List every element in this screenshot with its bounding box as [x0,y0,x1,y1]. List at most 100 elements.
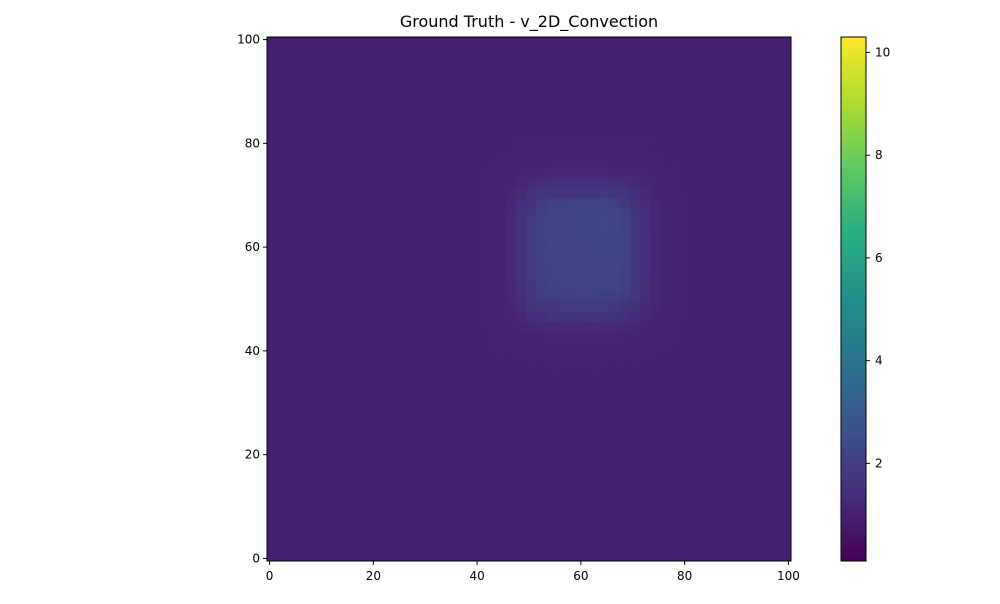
heatmap-cell [516,550,527,562]
heatmap-cell [433,62,444,74]
heatmap-cell [713,332,724,344]
heatmap-cell [318,135,330,147]
heatmap-cell [650,94,662,105]
heatmap-cell [619,135,631,147]
heatmap-cell [557,52,569,64]
heatmap-cell [298,114,309,126]
heatmap-cell [318,208,330,219]
heatmap-cell [339,498,351,510]
heatmap-cell [713,301,724,313]
heatmap-cell [723,37,735,43]
heatmap-cell [775,488,787,500]
heatmap-cell [484,135,496,147]
heatmap-cell [702,394,714,406]
heatmap-cell [702,353,714,365]
heatmap-cell [640,94,652,105]
heatmap-cell [443,415,455,427]
heatmap-cell [464,457,475,469]
heatmap-cell [526,436,538,448]
y-tick-label: 60 [245,240,260,254]
heatmap-cell [744,228,756,240]
heatmap-cell [609,509,621,520]
heatmap-cell [640,311,652,323]
heatmap-cell [588,374,600,386]
x-tick-label: 0 [266,569,274,583]
heatmap-cell [453,332,465,344]
heatmap-cell [433,249,444,261]
heatmap-cell [599,426,610,437]
heatmap-cell [682,509,693,520]
heatmap-cell [713,311,724,323]
heatmap-cell [339,488,351,500]
heatmap-cell [599,322,610,334]
heatmap-cell [588,52,600,64]
heatmap-cell [360,415,372,427]
heatmap-cell [495,166,507,178]
heatmap-cell [526,197,538,209]
heatmap-cell [381,509,392,520]
heatmap-cell [692,228,704,240]
heatmap-cell [754,353,766,365]
heatmap-cell [464,239,475,251]
heatmap-cell [682,343,693,354]
heatmap-cell [443,550,455,562]
heatmap-cell [671,540,683,552]
heatmap-cell [775,249,787,261]
heatmap-cell [391,42,403,53]
heatmap-cell [308,218,320,230]
heatmap-cell [308,197,320,209]
heatmap-cell [412,104,424,116]
heatmap-cell [401,291,413,302]
heatmap-cell [443,42,455,53]
heatmap-cell [464,405,475,417]
heatmap-cell [298,550,309,562]
heatmap-cell [578,114,590,126]
heatmap-cell [547,125,558,136]
heatmap-cell [588,125,600,136]
heatmap-cell [443,187,455,199]
heatmap-cell [401,332,413,344]
heatmap-cell [443,208,455,219]
heatmap-cell [329,73,341,85]
heatmap-cell [671,332,683,344]
heatmap-cell [785,374,792,386]
heatmap-cell [692,156,704,168]
heatmap-cell [785,301,792,313]
heatmap-cell [433,42,444,53]
heatmap-cell [526,457,538,469]
heatmap-cell [298,187,309,199]
heatmap-cell [339,332,351,344]
heatmap-cell [401,239,413,251]
heatmap-cell [609,177,621,188]
heatmap-cell [754,228,766,240]
heatmap-cell [329,52,341,64]
heatmap-cell [733,529,745,541]
heatmap-cell [650,249,662,261]
heatmap-cell [350,280,361,292]
heatmap-cell [661,426,673,437]
heatmap-cell [765,509,776,520]
heatmap-cell [682,426,693,437]
heatmap-cell [474,37,486,43]
heatmap-cell [630,166,641,178]
heatmap-cell [464,208,475,219]
heatmap-cell [350,322,361,334]
heatmap-cell [505,135,517,147]
heatmap-cell [599,332,610,344]
heatmap-cell [287,37,299,43]
heatmap-cell [526,156,538,168]
heatmap-cell [671,208,683,219]
heatmap-cell [765,467,776,479]
heatmap-cell [381,415,392,427]
heatmap-cell [401,343,413,354]
heatmap-cell [339,37,351,43]
heatmap-cell [308,187,320,199]
heatmap-cell [557,197,569,209]
heatmap-cell [785,509,792,520]
heatmap-cell [350,187,361,199]
heatmap-cell [671,477,683,489]
heatmap-cell [422,187,434,199]
heatmap-cell [682,145,693,157]
heatmap-cell [733,218,745,230]
heatmap-cell [692,343,704,354]
